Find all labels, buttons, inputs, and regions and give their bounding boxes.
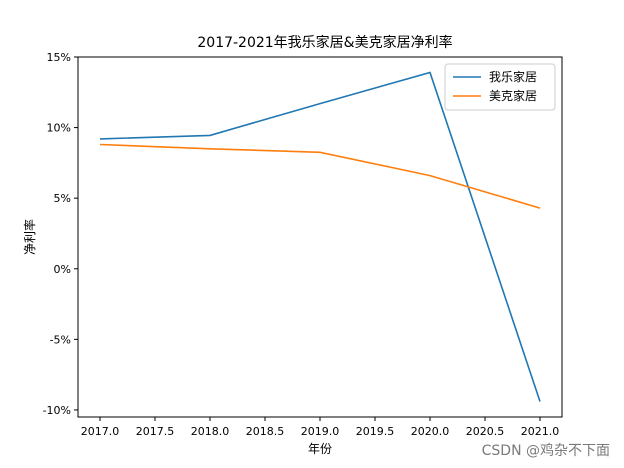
x-tick-label: 2020.0 [411,425,450,438]
x-tick-label: 2021.0 [521,425,560,438]
x-tick-label: 2018.5 [246,425,285,438]
x-tick-label: 2019.0 [301,425,340,438]
y-tick-label: 10% [47,122,71,135]
series-line-2 [99,143,541,209]
series-line-1 [99,71,541,402]
x-axis-label: 年份 [308,442,332,456]
chart-title: 2017-2021年我乐家居&美克家居净利率 [197,34,452,51]
y-tick-label: 5% [54,192,71,205]
plot-area: 2017.0 2017.5 2018.0 2018.5 2019.0 2019.5 2020… [43,51,563,438]
legend-label-2: 美克家居 [489,88,537,103]
legend-box [444,63,556,111]
y-tick-label: -10% [43,404,71,417]
x-tick-label: 2018.0 [191,425,230,438]
y-tick-label: 0% [54,263,71,276]
y-axis-label: 净利率 [22,219,37,255]
y-tick-label: -5% [50,333,71,346]
x-tick-label: 2017.0 [81,425,120,438]
x-tick-label: 2019.5 [356,425,395,438]
watermark-text: CSDN @鸡杂不下面 [481,443,610,459]
legend-label-1: 我乐家居 [489,69,537,84]
x-tick-label: 2017.5 [136,425,175,438]
y-tick-label: 15% [47,51,71,64]
plot-frame [77,56,563,418]
x-tick-label: 2020.5 [466,425,505,438]
